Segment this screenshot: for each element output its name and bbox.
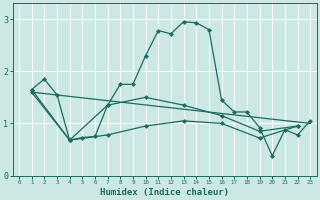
X-axis label: Humidex (Indice chaleur): Humidex (Indice chaleur) [100,188,229,197]
